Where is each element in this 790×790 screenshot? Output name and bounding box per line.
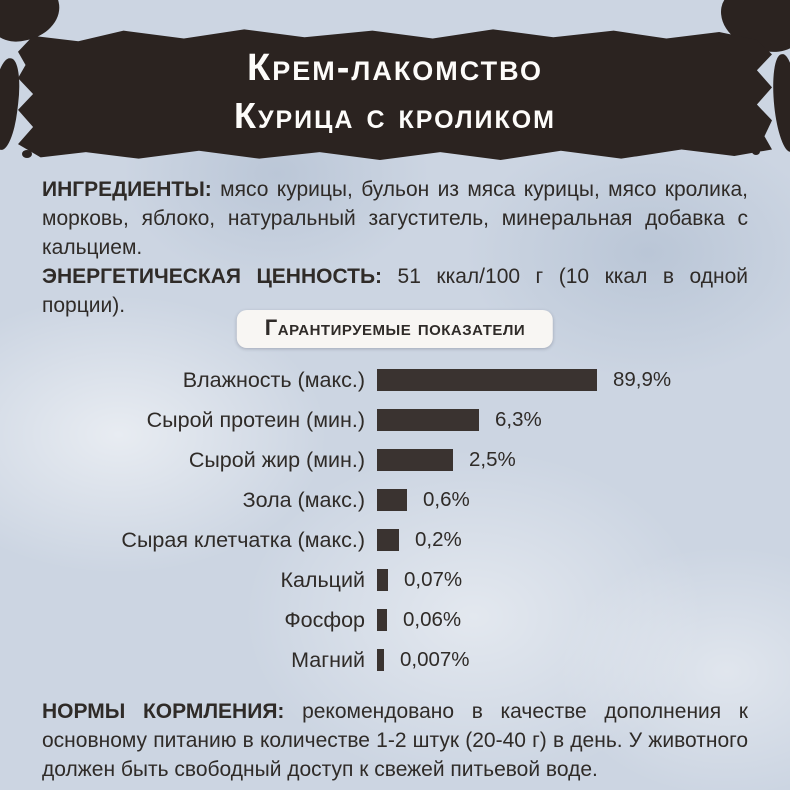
chart-row: Сырой протеин (мин.) 6,3% xyxy=(42,400,770,440)
chart-row: Сырой жир (мин.) 2,5% xyxy=(42,440,770,480)
nutrient-label: Влажность (макс.) xyxy=(182,367,365,392)
nutrient-label: Фосфор xyxy=(284,607,365,632)
paint-splatter-left-edge xyxy=(0,56,24,152)
nutrient-value: 89,9% xyxy=(613,368,672,391)
nutrient-bar xyxy=(377,609,387,631)
nutrient-bar xyxy=(377,369,597,391)
nutrient-value: 6,3% xyxy=(495,408,542,431)
nutrient-bar xyxy=(377,449,453,471)
nutrient-label: Кальций xyxy=(280,567,365,592)
nutrient-bar xyxy=(377,409,479,431)
chart-row: Влажность (макс.) 89,9% xyxy=(42,360,770,400)
ingredients-label: ИНГРЕДИЕНТЫ: xyxy=(42,178,212,201)
header-banner: Крем-лакомство Курица с кроликом xyxy=(18,29,772,160)
nutrient-label: Сырая клетчатка (макс.) xyxy=(121,527,365,552)
paint-speck-left xyxy=(22,150,32,158)
chart-row: Зола (макс.) 0,6% xyxy=(42,480,770,520)
feeding-norms-block: НОРМЫ КОРМЛЕНИЯ: рекомендовано в качеств… xyxy=(42,698,748,785)
product-title-line2: Курица с кроликом xyxy=(233,95,556,137)
nutrient-bar xyxy=(377,649,384,671)
nutrient-bar xyxy=(377,569,388,591)
nutrient-bar xyxy=(377,529,399,551)
feeding-text: рекомендовано в качестве дополнения к ос… xyxy=(42,700,748,781)
nutrient-value: 0,2% xyxy=(415,528,462,551)
nutrient-label: Сырой жир (мин.) xyxy=(188,447,365,472)
product-title-line1: Крем-лакомство xyxy=(247,47,543,89)
ingredients-paragraph: ИНГРЕДИЕНТЫ: мясо курицы, бульон из мяса… xyxy=(42,176,748,263)
ingredients-text: мясо курицы, бульон из мяса курицы, мясо… xyxy=(42,178,748,259)
guaranteed-analysis-chart: Влажность (макс.) 89,9% Сырой протеин (м… xyxy=(42,360,770,680)
chart-row: Фосфор 0,06% xyxy=(42,600,770,640)
nutrient-label: Зола (макс.) xyxy=(242,487,365,512)
energy-text: 51 ккал/100 г (10 ккал в одной порции). xyxy=(42,264,748,317)
nutrient-value: 2,5% xyxy=(469,448,516,471)
chart-row: Сырая клетчатка (макс.) 0,2% xyxy=(42,520,770,560)
nutrient-value: 0,07% xyxy=(404,568,463,591)
energy-label: ЭНЕРГЕТИЧЕСКАЯ ЦЕННОСТЬ: xyxy=(42,264,383,288)
chart-row: Кальций 0,07% xyxy=(42,560,770,600)
nutrient-label: Магний xyxy=(291,647,365,672)
nutrient-value: 0,007% xyxy=(400,648,470,671)
nutrient-bar xyxy=(377,489,407,511)
chart-title: Гарантируемые показатели xyxy=(264,315,526,340)
nutrient-label: Сырой протеин (мин.) xyxy=(146,407,365,432)
feeding-paragraph: НОРМЫ КОРМЛЕНИЯ: рекомендовано в качеств… xyxy=(42,698,748,785)
energy-paragraph: ЭНЕРГЕТИЧЕСКАЯ ЦЕННОСТЬ: 51 ккал/100 г (… xyxy=(42,263,748,321)
ingredients-block: ИНГРЕДИЕНТЫ: мясо курицы, бульон из мяса… xyxy=(42,176,748,321)
feeding-label: НОРМЫ КОРМЛЕНИЯ: xyxy=(42,700,285,723)
chart-title-badge: Гарантируемые показатели xyxy=(236,310,554,348)
paint-splatter-right-edge xyxy=(768,53,790,153)
nutrient-value: 0,06% xyxy=(403,608,462,631)
chart-row: Магний 0,007% xyxy=(42,640,770,680)
nutrient-value: 0,6% xyxy=(423,488,470,511)
